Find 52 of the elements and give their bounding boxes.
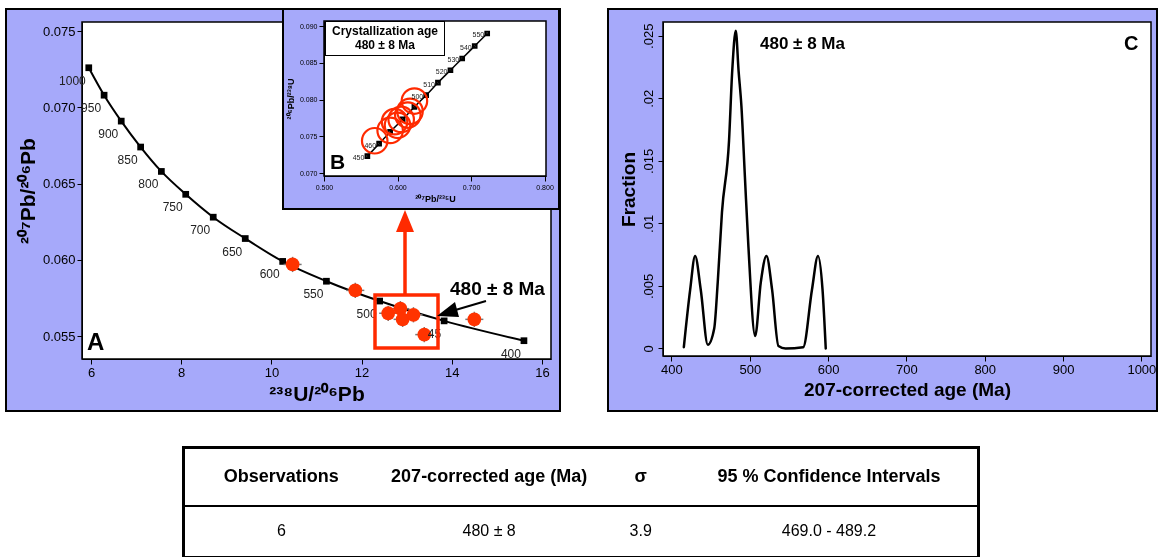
annotation: 600 [259, 267, 280, 282]
annotation: 480 ± 8 Ma [450, 278, 545, 300]
x-tick-label: 800 [974, 361, 997, 377]
x-tick-label: 600 [817, 361, 840, 377]
text: Observations [183, 447, 378, 506]
y-tick-label: .005 [640, 273, 656, 300]
x-axis-title: ²³⁸U/²⁰⁶Pb [269, 381, 365, 405]
y-axis-title: ²⁰⁷Pb/²⁰⁶Pb [15, 138, 39, 244]
annotation: C [1124, 32, 1139, 55]
y-axis-title: Fraction [617, 152, 639, 227]
y-tick-label: 0 [640, 345, 656, 353]
x-tick-label: 16 [535, 364, 550, 380]
y-tick-label: .02 [640, 89, 656, 108]
x-tick-label: 6 [87, 364, 96, 380]
x-tick-label: 500 [739, 361, 762, 377]
y-axis-title: ²⁰⁶Pb/²³⁸U [285, 78, 296, 120]
y-tick-label: .025 [640, 23, 656, 49]
x-axis-title: 207-corrected age (Ma) [804, 378, 1011, 400]
text: σ [600, 447, 681, 506]
text: 6 [275, 521, 287, 542]
annotation: 480 ± 8 Ma [760, 34, 845, 54]
annotation: B [330, 150, 346, 174]
annotation: A [87, 328, 105, 356]
x-tick-label: 1000 [1127, 361, 1157, 377]
text: 207-corrected age (Ma) [377, 447, 601, 506]
x-tick-label: 14 [445, 364, 460, 380]
y-tick-label: 0.060 [42, 252, 76, 268]
y-tick-label: .01 [640, 214, 656, 233]
x-axis-title: ²⁰⁷Pb/²³⁵U [415, 193, 456, 204]
y-tick-label: 0.065 [42, 176, 76, 192]
annotation: 700 [190, 223, 211, 238]
annotation: 550 [303, 287, 324, 302]
annotation: 650 [222, 244, 243, 259]
annotation: Crystallization age 480 ± 8 Ma [325, 21, 445, 56]
annotation: 750 [162, 200, 184, 215]
annotation: 850 [117, 153, 138, 168]
x-tick-label: 8 [178, 364, 186, 380]
text: 3.9 [628, 521, 653, 542]
annotation: 900 [98, 127, 119, 142]
x-tick-label: 700 [896, 361, 918, 377]
x-tick-label: 900 [1052, 361, 1075, 377]
y-tick-label: 0.070 [42, 99, 76, 115]
annotation: 400 [500, 346, 522, 361]
x-tick-label: 12 [354, 364, 370, 380]
text: 95 % Confidence Intervals [680, 447, 979, 506]
x-tick-label: 400 [661, 361, 683, 377]
text: 480 ± 8 [461, 521, 517, 542]
text: 469.0 - 489.2 [780, 521, 878, 542]
y-tick-label: 0.075 [42, 23, 76, 39]
y-tick-label: .015 [640, 148, 656, 175]
x-tick-label: 10 [264, 364, 280, 380]
y-tick-label: 0.055 [42, 328, 76, 344]
